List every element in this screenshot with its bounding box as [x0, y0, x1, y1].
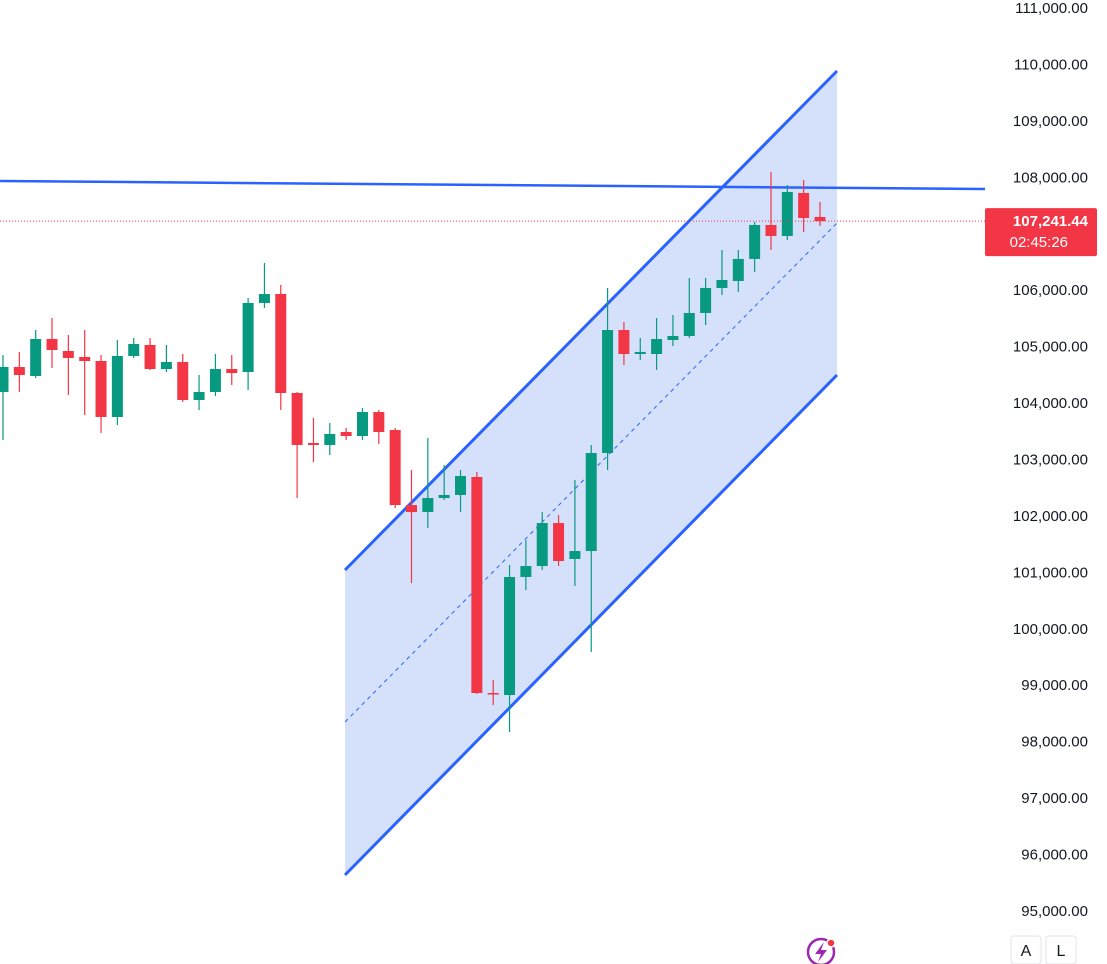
candle-body: [79, 356, 91, 362]
candle-body: [716, 280, 728, 288]
countdown-label: 02:45:26: [1010, 234, 1068, 251]
candle-body: [651, 338, 663, 355]
candle-body: [46, 338, 58, 350]
candle-body: [307, 443, 319, 445]
log-button[interactable]: [1045, 935, 1077, 964]
auto-button-label[interactable]: A: [1021, 943, 1032, 960]
candle-body: [128, 344, 140, 356]
candle-body: [781, 191, 793, 236]
log-button-label[interactable]: L: [1057, 943, 1066, 960]
y-tick-label: 103,000.00: [1013, 451, 1088, 468]
candle-body: [732, 258, 744, 281]
horizontal-line: [0, 179, 986, 191]
y-tick-label: 106,000.00: [1013, 282, 1088, 299]
candle-body: [798, 192, 810, 218]
candle-body: [95, 361, 107, 417]
y-tick-label: 111,000.00: [1015, 0, 1088, 17]
candle-body: [422, 498, 434, 513]
candle-body: [569, 551, 581, 559]
alert-icon[interactable]: [806, 937, 836, 964]
candle-body: [0, 366, 9, 392]
y-tick-label: 95,000.00: [1021, 903, 1088, 920]
candle-body: [585, 452, 597, 552]
price-tag: 107,241.44 02:45:26: [985, 208, 1097, 257]
y-tick-label: 96,000.00: [1021, 847, 1088, 864]
y-tick-label: 108,000.00: [1013, 169, 1088, 186]
candle-body: [226, 369, 238, 374]
candle-body: [291, 393, 303, 445]
candle-body: [62, 351, 74, 359]
candle-body: [160, 362, 172, 370]
channel-upper-line: [343, 69, 839, 572]
candle-body: [520, 566, 532, 577]
candle-body: [487, 693, 499, 695]
candle-body: [242, 302, 254, 373]
candle-body: [683, 312, 695, 336]
y-tick-label: 98,000.00: [1021, 734, 1088, 751]
candles: [0, 171, 826, 733]
candle-body: [618, 330, 630, 355]
price-axis: 95,000.00 96,000.00 97,000.00 98,000.00 99,0…: [0, 0, 1097, 920]
candle-body: [177, 362, 189, 400]
candle-body: [144, 344, 156, 370]
candle-body: [275, 294, 287, 394]
candle-body: [438, 494, 450, 499]
candle-body: [455, 476, 467, 495]
candle-body: [667, 335, 679, 341]
candle-body: [389, 430, 401, 506]
y-tick-label: 97,000.00: [1021, 790, 1088, 807]
candle-body: [30, 338, 42, 377]
candle-body: [749, 224, 761, 259]
candle-body: [504, 576, 516, 695]
scale-buttons: A L: [1010, 935, 1077, 964]
y-tick-label: 105,000.00: [1013, 339, 1088, 356]
price-tag-label: 107,241.44: [1013, 213, 1089, 230]
y-tick-label: 110,000.00: [1014, 56, 1088, 73]
candle-body: [373, 412, 385, 432]
candle-body: [471, 476, 483, 694]
candle-body: [406, 505, 417, 513]
candle-body: [193, 391, 205, 400]
y-tick-label: 99,000.00: [1021, 677, 1088, 694]
candle-body: [765, 224, 777, 236]
candle-body: [258, 294, 270, 303]
candle-body: [324, 433, 336, 445]
candle-body: [814, 216, 826, 222]
y-tick-label: 104,000.00: [1013, 395, 1088, 412]
candle-body: [356, 412, 368, 437]
candle-body: [602, 330, 614, 453]
candle-body: [700, 287, 712, 313]
candle-body: [340, 431, 352, 437]
candle-body: [13, 366, 25, 375]
candle-body: [209, 369, 221, 392]
candle-body: [634, 351, 646, 355]
auto-button[interactable]: [1010, 935, 1042, 964]
y-tick-label: 102,000.00: [1013, 508, 1088, 525]
candle-body: [553, 523, 565, 562]
y-tick-label: 109,000.00: [1013, 113, 1088, 130]
y-tick-label: 100,000.00: [1013, 621, 1088, 638]
candle-body: [111, 355, 123, 417]
candle-body: [536, 523, 548, 567]
y-tick-label: 101,000.00: [1013, 564, 1088, 581]
price-tag-box: [985, 208, 1097, 257]
